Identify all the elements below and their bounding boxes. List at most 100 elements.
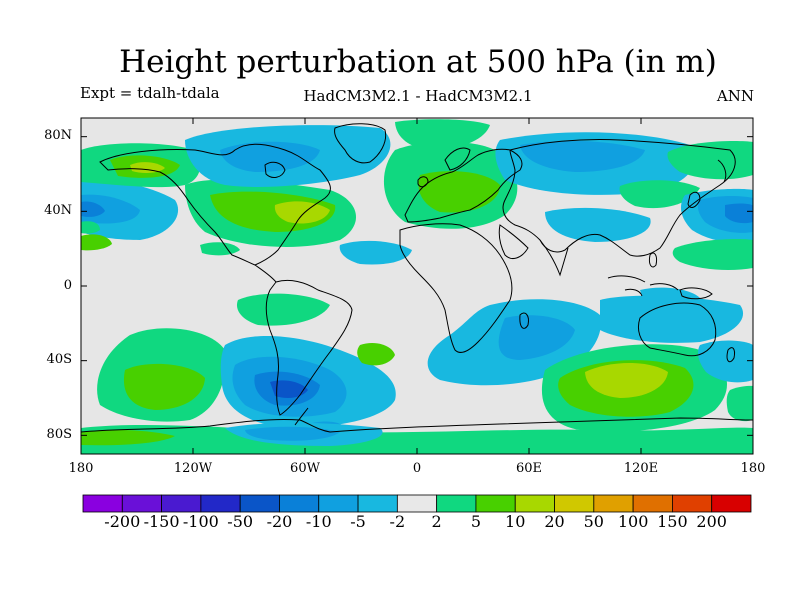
- contour-neg-antarctica-core: [245, 426, 340, 441]
- lat-tick-label: 40S: [46, 352, 72, 367]
- axis-ticks: [80, 118, 754, 454]
- contour-pos-na-inner: [274, 201, 330, 224]
- coast-kamchatka: [717, 159, 727, 183]
- contour-pos-europe-core: [418, 171, 500, 213]
- colorbar-label: 20: [544, 512, 565, 531]
- contour-pos-sa-equator: [236, 293, 330, 326]
- coast-india: [539, 239, 569, 277]
- colorbar: [82, 494, 752, 513]
- lat-tick-label: 80N: [44, 128, 72, 143]
- colorbar-label: -2: [389, 512, 406, 531]
- contour-neg-nw-pacific-core: [81, 194, 140, 224]
- colorbar-label: 10: [505, 512, 526, 531]
- colorbar-label: 50: [583, 512, 604, 531]
- colorbar-swatch: [121, 494, 162, 513]
- contour-pos-nw-pacific-sub: [81, 234, 112, 251]
- contour-pos-ne-siberia: [667, 141, 753, 180]
- contour-neg-atlantic: [339, 240, 412, 265]
- colorbar-label: -150: [143, 512, 180, 531]
- lon-tick-label: 60W: [290, 461, 320, 476]
- colorbar-swatch: [279, 494, 320, 513]
- coast-indonesia: [607, 275, 679, 297]
- contour-fills: [81, 119, 753, 454]
- coast-africa: [399, 223, 513, 353]
- colorbar-label: -5: [350, 512, 366, 531]
- colorbar-label: -100: [182, 512, 219, 531]
- colorbar-swatch: [593, 494, 634, 513]
- colorbar-label: -50: [227, 512, 254, 531]
- colorbar-swatch: [632, 494, 673, 513]
- coast-scandinavia: [444, 147, 471, 171]
- coast-antarctica: [81, 417, 753, 433]
- coast-asia: [502, 138, 736, 257]
- colorbar-swatch: [396, 494, 438, 513]
- colorbar-swatch: [239, 494, 280, 513]
- contour-neg-canada-core: [220, 141, 320, 172]
- colorbar-label: 100: [617, 512, 649, 531]
- coast-australia: [637, 302, 717, 357]
- season-label: ANN: [716, 87, 754, 105]
- colorbar-swatch: [711, 494, 752, 513]
- colorbar-label: 2: [431, 512, 442, 531]
- coastlines: [81, 123, 753, 433]
- coast-south-america: [265, 279, 353, 416]
- coast-madagascar: [519, 312, 529, 329]
- contour-neg-nw-pacific-inner: [81, 201, 105, 217]
- contour-pos-se-pacific-south: [726, 385, 753, 422]
- contour-pos-alaska-inner: [130, 162, 165, 173]
- contour-pos-greenland: [395, 119, 490, 150]
- contour-neg-indian-core: [498, 315, 575, 360]
- map-title: Height perturbation at 500 hPa (in m): [119, 44, 717, 80]
- experiment-label: Expt = tdalh-tdala: [80, 84, 220, 102]
- colorbar-swatch: [436, 494, 477, 513]
- coast-greenland: [334, 123, 387, 164]
- contour-pos-se-asia: [619, 180, 700, 209]
- colorbar-swatch: [161, 494, 202, 513]
- lon-tick-label: 120E: [623, 461, 659, 476]
- contour-neg-eurasia-core: [520, 140, 645, 172]
- contour-pos-nw-pacific-sub2: [81, 221, 100, 234]
- coast-japan: [687, 191, 701, 208]
- colorbar-label: -200: [104, 512, 141, 531]
- coast-arabia: [498, 224, 529, 259]
- lon-tick-label: 60E: [515, 461, 543, 476]
- coast-antarctic-peninsula: [294, 407, 309, 426]
- colorbar-swatch: [514, 494, 555, 513]
- lon-tick-label: 180: [740, 461, 766, 476]
- coast-hudson-bay: [264, 161, 286, 178]
- contour-pos-south-indian-inner: [585, 363, 668, 398]
- colorbar-swatch: [82, 494, 123, 513]
- colorbar-label: 5: [470, 512, 482, 531]
- contour-neg-nw-pacific-east-inner: [725, 203, 753, 224]
- colorbar-label: -20: [266, 512, 293, 531]
- colorbar-label: -10: [305, 512, 332, 531]
- coast-central-america: [254, 264, 277, 283]
- lon-tick-label: 180: [68, 461, 94, 476]
- lat-tick-label: 80S: [46, 427, 72, 442]
- coast-north-america: [99, 143, 331, 266]
- contour-neg-se-pacific: [698, 340, 753, 383]
- coast-new-zealand: [726, 347, 735, 363]
- colorbar-swatch: [318, 494, 359, 513]
- colorbar-swatch: [672, 494, 713, 513]
- coast-british-isles: [417, 176, 429, 188]
- colorbar-swatch: [200, 494, 241, 513]
- coast-europe: [404, 148, 523, 223]
- contour-neg-south-atlantic-innermost: [270, 380, 308, 398]
- coast-new-guinea: [679, 287, 713, 300]
- lon-tick-label: 120W: [173, 461, 213, 476]
- colorbar-swatch: [554, 494, 595, 513]
- coast-philippines: [649, 252, 657, 268]
- contour-pos-south-pacific-core: [123, 363, 205, 410]
- contour-pos-antarctica-core: [81, 429, 175, 446]
- colorbar-label: 150: [657, 512, 688, 531]
- lon-tick-label: 0: [412, 461, 422, 476]
- contour-pos-west-pacific: [672, 238, 753, 270]
- model-label: HadCM3M2.1 - HadCM3M2.1: [303, 87, 533, 105]
- colorbar-label: 200: [696, 512, 727, 531]
- colorbar-swatch: [475, 494, 516, 513]
- contour-pos-south-atlantic: [357, 343, 395, 366]
- contour-neg-indo-pacific: [600, 295, 744, 343]
- lat-tick-label: 40N: [44, 203, 72, 218]
